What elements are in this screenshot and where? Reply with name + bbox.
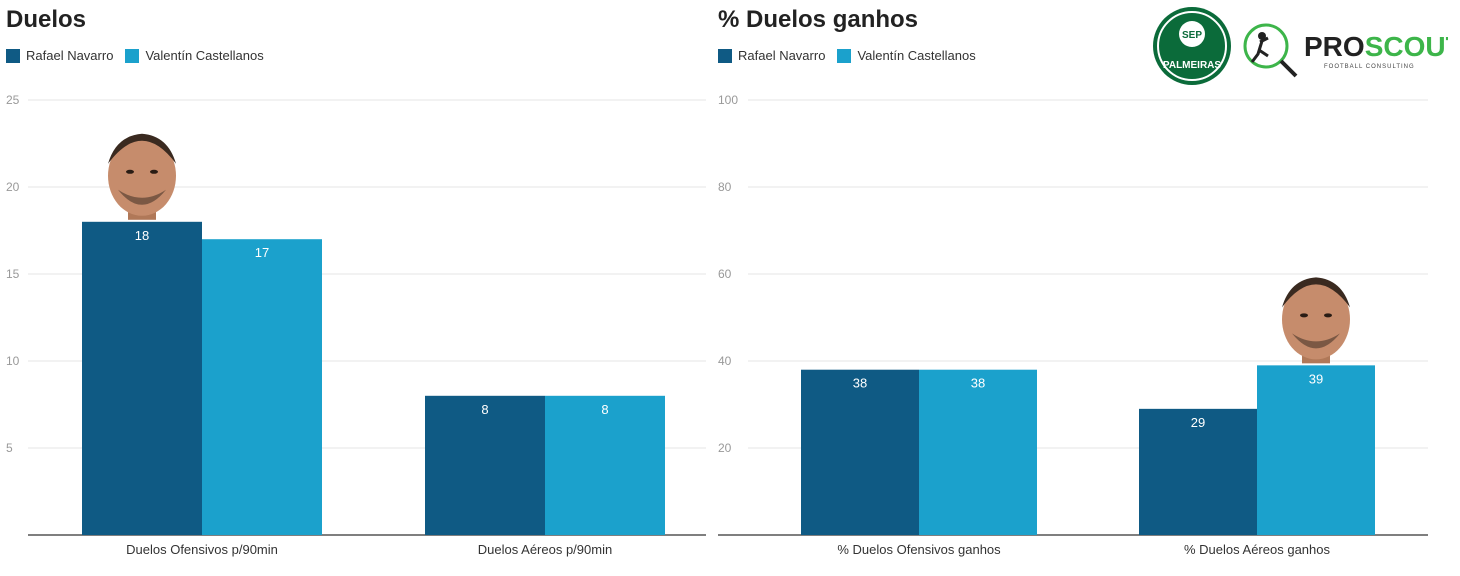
bar <box>202 239 322 535</box>
legend-item-navarro: Rafael Navarro <box>718 48 825 63</box>
x-tick-label: Duelos Ofensivos p/90min <box>126 542 278 557</box>
legend-item-castellanos: Valentín Castellanos <box>125 48 264 63</box>
proscout-subtext: FOOTBALL CONSULTING <box>1324 64 1415 70</box>
bar <box>919 369 1037 535</box>
proscout-brand-accent: SCOUT <box>1365 31 1448 62</box>
legend-swatch-castellanos <box>837 48 852 63</box>
y-tick-label: 25 <box>6 93 20 107</box>
bar <box>545 395 665 535</box>
bar-chart-duelos: 5 10 15 20 25 18 17 Duelos Ofensivos p/90min 8 8 D… <box>6 93 706 557</box>
bar <box>425 395 545 535</box>
palmeiras-logo-text: PALMEIRAS <box>1163 60 1221 71</box>
y-tick-label: 20 <box>6 180 20 194</box>
data-label: 17 <box>255 245 269 260</box>
data-label: 8 <box>601 402 608 417</box>
x-tick-label: % Duelos Ofensivos ganhos <box>837 542 1001 557</box>
data-label: 39 <box>1309 371 1323 386</box>
y-tick-label: 10 <box>6 354 20 368</box>
legend: Rafael Navarro Valentín Castellanos <box>718 48 988 63</box>
y-tick-label: 15 <box>6 267 20 281</box>
logos: SEP PALMEIRAS PROSCOUT FOOTBALL CONSULTI… <box>1153 7 1448 85</box>
bar <box>1257 365 1375 535</box>
y-tick-label: 5 <box>6 441 13 455</box>
proscout-logo-icon: PROSCOUT FOOTBALL CONSULTING <box>1243 23 1448 78</box>
legend-item-navarro: Rafael Navarro <box>6 48 113 63</box>
legend-swatch-navarro <box>6 48 20 63</box>
proscout-brand: PROSCOUT <box>1304 31 1448 62</box>
legend-label-castellanos: Valentín Castellanos <box>145 48 264 63</box>
chart-title: Duelos <box>6 6 87 33</box>
player-photo <box>108 133 176 220</box>
chart-panel-duelos: Duelos Rafael Navarro Valentín Castellan… <box>0 0 710 576</box>
x-tick-label: Duelos Aéreos p/90min <box>478 542 612 557</box>
bar <box>82 221 202 536</box>
legend-item-castellanos: Valentín Castellanos <box>837 48 976 63</box>
x-tick-label: % Duelos Aéreos ganhos <box>1184 542 1330 557</box>
y-tick-label: 100 <box>718 93 738 107</box>
bar <box>801 369 919 535</box>
legend-label-navarro: Rafael Navarro <box>738 48 826 63</box>
legend-label-navarro: Rafael Navarro <box>26 48 114 63</box>
player-photo <box>1282 277 1350 364</box>
chart-panel-duelos-ganhos: % Duelos ganhos Rafael Navarro Valentín … <box>712 0 1460 576</box>
bar <box>1139 408 1257 535</box>
svg-text:SEP: SEP <box>1182 30 1202 41</box>
y-tick-label: 60 <box>718 267 732 281</box>
data-label: 38 <box>971 376 985 391</box>
y-tick-label: 40 <box>718 354 732 368</box>
chart-title: % Duelos ganhos <box>718 6 919 33</box>
palmeiras-logo-icon: SEP PALMEIRAS <box>1153 7 1231 85</box>
y-tick-label: 20 <box>718 441 732 455</box>
data-label: 8 <box>481 402 488 417</box>
legend: Rafael Navarro Valentín Castellanos <box>6 48 276 63</box>
legend-swatch-castellanos <box>125 48 140 63</box>
data-label: 29 <box>1191 415 1205 430</box>
y-tick-label: 80 <box>718 180 732 194</box>
legend-label-castellanos: Valentín Castellanos <box>857 48 976 63</box>
data-label: 18 <box>135 228 149 243</box>
legend-swatch-navarro <box>718 48 732 63</box>
data-label: 38 <box>853 376 867 391</box>
bar-chart-duelos-ganhos: 20 40 60 80 100 38 38 % Duelos Ofensivos ganhos… <box>718 93 1428 557</box>
